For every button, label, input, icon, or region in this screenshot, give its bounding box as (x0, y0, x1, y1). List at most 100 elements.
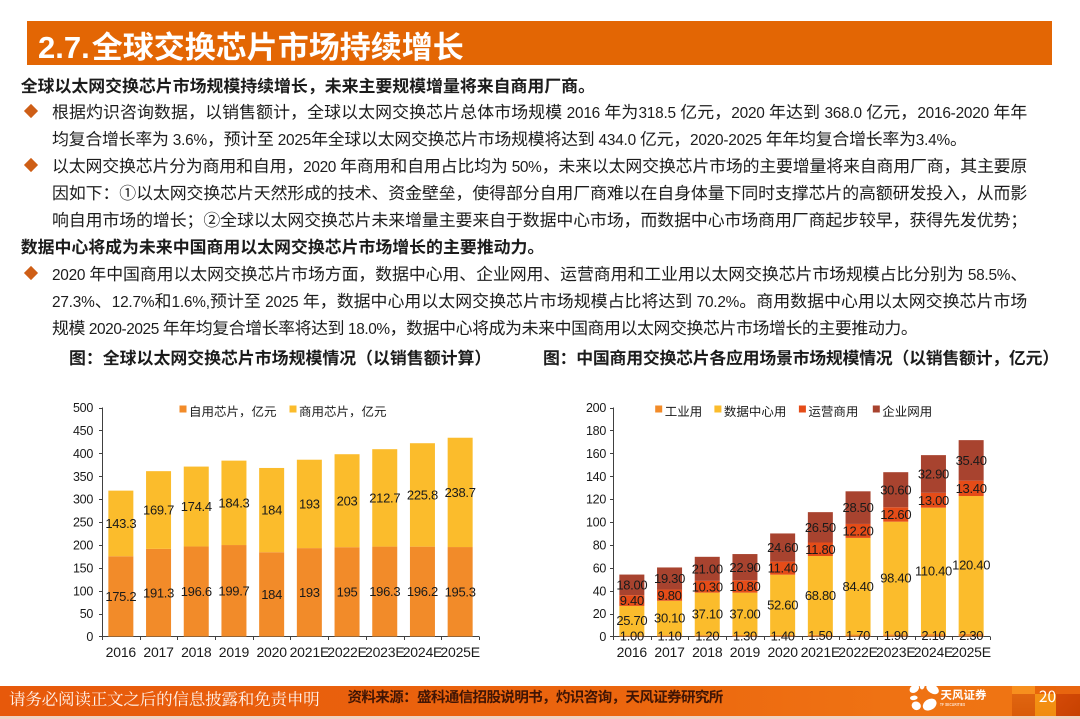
svg-text:9.80: 9.80 (657, 588, 681, 603)
svg-text:200: 200 (73, 539, 93, 553)
svg-text:1.30: 1.30 (733, 628, 757, 643)
svg-text:1.20: 1.20 (695, 628, 719, 643)
svg-text:212.7: 212.7 (369, 490, 400, 505)
svg-text:11.80: 11.80 (805, 542, 835, 557)
svg-text:自用芯片，亿元: 自用芯片，亿元 (189, 405, 277, 419)
svg-text:68.80: 68.80 (805, 588, 836, 603)
svg-text:2019: 2019 (730, 644, 761, 660)
svg-text:28.50: 28.50 (843, 500, 874, 515)
svg-text:20: 20 (593, 607, 607, 621)
svg-text:450: 450 (73, 424, 93, 438)
svg-text:150: 150 (73, 561, 93, 575)
svg-text:19.30: 19.30 (654, 571, 685, 586)
svg-text:40: 40 (593, 584, 607, 598)
svg-text:184: 184 (261, 587, 282, 602)
svg-text:26.50: 26.50 (805, 520, 836, 535)
svg-text:1.90: 1.90 (884, 628, 908, 643)
svg-text:2.30: 2.30 (959, 628, 983, 643)
svg-text:25.70: 25.70 (616, 613, 647, 628)
svg-text:2022E: 2022E (327, 644, 366, 660)
svg-text:350: 350 (73, 470, 93, 484)
svg-text:30.60: 30.60 (880, 482, 911, 497)
svg-text:1.40: 1.40 (771, 628, 795, 643)
svg-text:1.10: 1.10 (657, 628, 681, 643)
svg-text:企业网用: 企业网用 (882, 405, 932, 419)
svg-text:2025E: 2025E (951, 644, 990, 660)
svg-text:9.40: 9.40 (620, 593, 644, 608)
svg-text:22.90: 22.90 (729, 560, 760, 575)
svg-text:184: 184 (261, 503, 282, 518)
svg-text:0: 0 (599, 630, 606, 644)
svg-text:169.7: 169.7 (143, 503, 174, 518)
svg-text:2024E: 2024E (403, 644, 442, 660)
svg-text:2019: 2019 (219, 644, 250, 660)
svg-text:174.4: 174.4 (181, 499, 212, 514)
svg-text:200: 200 (586, 401, 606, 415)
svg-text:2020: 2020 (767, 644, 798, 660)
svg-text:32.90: 32.90 (918, 467, 949, 482)
svg-text:2023E: 2023E (876, 644, 915, 660)
svg-text:52.60: 52.60 (767, 597, 798, 612)
svg-text:11.40: 11.40 (768, 561, 798, 576)
svg-text:30.10: 30.10 (654, 611, 685, 626)
svg-text:10.80: 10.80 (729, 579, 760, 594)
svg-text:37.00: 37.00 (729, 606, 760, 621)
svg-text:商用芯片，亿元: 商用芯片，亿元 (299, 405, 387, 419)
svg-text:195: 195 (337, 584, 358, 599)
svg-text:2022E: 2022E (838, 644, 877, 660)
svg-text:2018: 2018 (181, 644, 212, 660)
svg-text:140: 140 (586, 470, 606, 484)
svg-text:1.50: 1.50 (808, 628, 832, 643)
svg-text:225.8: 225.8 (407, 488, 438, 503)
svg-text:1.00: 1.00 (620, 629, 644, 644)
svg-text:2016: 2016 (617, 644, 648, 660)
svg-text:18.00: 18.00 (616, 577, 647, 592)
svg-text:193: 193 (299, 497, 320, 512)
svg-text:2024E: 2024E (914, 644, 953, 660)
svg-text:2.10: 2.10 (921, 628, 945, 643)
svg-text:84.40: 84.40 (843, 579, 874, 594)
svg-text:2023E: 2023E (365, 644, 404, 660)
svg-text:203: 203 (337, 493, 358, 508)
svg-text:2021E: 2021E (801, 644, 840, 660)
svg-text:工业用: 工业用 (665, 405, 703, 419)
svg-text:184.3: 184.3 (218, 495, 249, 510)
svg-text:21.00: 21.00 (692, 561, 723, 576)
svg-text:196.3: 196.3 (369, 584, 400, 599)
svg-text:24.60: 24.60 (767, 540, 798, 555)
svg-text:199.7: 199.7 (218, 583, 249, 598)
svg-text:300: 300 (73, 493, 93, 507)
svg-text:250: 250 (73, 516, 93, 530)
svg-text:50: 50 (80, 607, 94, 621)
svg-text:13.40: 13.40 (956, 481, 987, 496)
svg-text:运营商用: 运营商用 (808, 405, 858, 419)
svg-text:12.60: 12.60 (880, 507, 911, 522)
svg-text:2017: 2017 (654, 644, 685, 660)
svg-text:175.2: 175.2 (105, 589, 136, 604)
svg-text:37.10: 37.10 (692, 606, 723, 621)
svg-text:2021E: 2021E (290, 644, 329, 660)
svg-text:0: 0 (86, 630, 93, 644)
svg-text:160: 160 (586, 447, 606, 461)
svg-text:98.40: 98.40 (880, 571, 911, 586)
svg-text:143.3: 143.3 (105, 516, 136, 531)
svg-text:10.30: 10.30 (692, 579, 723, 594)
svg-text:2017: 2017 (143, 644, 174, 660)
svg-text:195.3: 195.3 (445, 584, 476, 599)
svg-text:180: 180 (586, 424, 606, 438)
svg-text:193: 193 (299, 585, 320, 600)
svg-text:2020: 2020 (256, 644, 287, 660)
svg-text:35.40: 35.40 (956, 453, 987, 468)
svg-text:60: 60 (593, 561, 607, 575)
svg-text:120: 120 (586, 493, 606, 507)
svg-text:238.7: 238.7 (445, 485, 476, 500)
svg-text:191.3: 191.3 (143, 585, 174, 600)
svg-text:2018: 2018 (692, 644, 723, 660)
svg-text:100: 100 (586, 516, 606, 530)
svg-text:80: 80 (593, 539, 607, 553)
svg-text:12.20: 12.20 (843, 524, 874, 539)
svg-text:数据中心用: 数据中心用 (724, 405, 787, 419)
svg-text:400: 400 (73, 447, 93, 461)
svg-text:13.00: 13.00 (918, 493, 949, 508)
svg-text:110.40: 110.40 (915, 563, 952, 578)
